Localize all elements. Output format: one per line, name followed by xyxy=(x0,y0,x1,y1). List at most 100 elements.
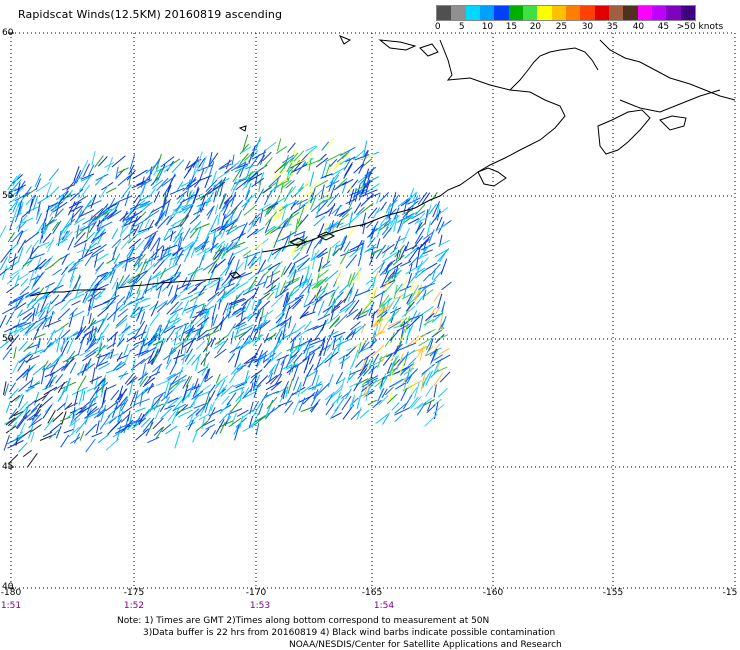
wind-barb xyxy=(423,273,431,282)
wind-barb xyxy=(120,184,132,199)
wind-barb xyxy=(301,277,308,289)
wind-barb xyxy=(207,205,215,220)
wind-barb xyxy=(433,372,444,387)
wind-barb xyxy=(309,171,315,187)
wind-barb xyxy=(289,342,295,361)
wind-barb xyxy=(243,206,256,216)
wind-barb xyxy=(258,179,262,192)
wind-barb xyxy=(383,280,396,294)
wind-barb xyxy=(339,300,355,312)
wind-barb xyxy=(34,392,40,406)
wind-barb xyxy=(276,174,282,188)
wind-barb xyxy=(231,178,240,196)
wind-barb xyxy=(256,154,266,166)
wind-barb xyxy=(189,214,201,225)
wind-barb xyxy=(328,291,336,307)
wind-barb xyxy=(364,179,371,196)
wind-barb xyxy=(197,323,203,339)
wind-barb xyxy=(98,362,110,370)
wind-barb xyxy=(280,302,288,319)
wind-barb xyxy=(157,216,170,229)
wind-barb xyxy=(266,396,278,410)
wind-barb xyxy=(399,360,406,375)
wind-barb xyxy=(214,247,225,254)
wind-barb xyxy=(180,352,192,361)
wind-barb xyxy=(361,377,372,386)
wind-barb xyxy=(18,379,33,392)
wind-barb xyxy=(236,409,249,417)
wind-barb xyxy=(296,183,305,195)
wind-barb xyxy=(160,277,174,284)
wind-barb xyxy=(140,346,157,357)
wind-barb xyxy=(367,379,377,391)
wind-barb xyxy=(437,239,450,247)
wind-barb xyxy=(250,418,259,427)
wind-barb xyxy=(225,159,231,170)
wind-barb xyxy=(225,225,238,233)
wind-barb xyxy=(117,338,125,347)
wind-barb xyxy=(403,384,414,392)
wind-barb xyxy=(34,257,42,275)
wind-barb xyxy=(310,390,320,407)
wind-barb xyxy=(284,401,294,414)
wind-barb xyxy=(105,297,117,310)
wind-barb xyxy=(247,312,256,322)
wind-barb xyxy=(96,420,100,434)
wind-barb xyxy=(389,390,393,402)
wind-barb xyxy=(138,413,145,426)
wind-barb xyxy=(408,263,413,275)
wind-barb xyxy=(96,332,103,345)
wind-barb xyxy=(327,314,340,324)
wind-barb xyxy=(248,276,258,291)
wind-barb xyxy=(84,254,94,267)
wind-barb xyxy=(76,229,85,238)
wind-barb xyxy=(353,377,363,392)
wind-barb xyxy=(343,241,351,252)
wind-barb xyxy=(73,217,86,226)
wind-barb xyxy=(40,218,46,234)
wind-barb xyxy=(14,205,22,223)
wind-barb xyxy=(129,391,137,407)
wind-barb xyxy=(156,302,168,313)
wind-barb xyxy=(234,178,247,185)
lat-label-60: 60 xyxy=(2,28,14,38)
wind-barb xyxy=(9,179,22,194)
wind-barb xyxy=(284,392,294,406)
wind-barb xyxy=(346,226,356,239)
wind-barb xyxy=(185,375,193,388)
wind-barb xyxy=(5,328,13,344)
wind-barb xyxy=(392,254,405,266)
wind-barb xyxy=(289,288,300,297)
wind-barb xyxy=(18,229,28,236)
wind-barb xyxy=(13,275,20,288)
wind-barb xyxy=(410,310,418,323)
wind-barb xyxy=(425,312,435,322)
wind-barb xyxy=(102,208,113,214)
wind-barb xyxy=(204,375,213,383)
wind-barb xyxy=(244,254,249,270)
wind-barb xyxy=(387,321,402,330)
wind-barb xyxy=(359,363,368,376)
wind-barb xyxy=(424,315,433,327)
wind-barb xyxy=(249,401,254,415)
wind-barb xyxy=(326,247,332,265)
wind-barb xyxy=(178,204,193,214)
wind-barb xyxy=(221,395,230,405)
wind-barb xyxy=(30,403,41,413)
wind-barb xyxy=(49,186,60,197)
wind-barb xyxy=(91,367,96,385)
wind-barb xyxy=(92,211,108,220)
wind-barb xyxy=(218,163,232,170)
wind-barb xyxy=(305,364,314,378)
wind-barb xyxy=(205,424,216,430)
wind-barb xyxy=(394,283,403,295)
wind-barb xyxy=(210,401,215,412)
wind-barb xyxy=(13,346,17,360)
wind-barb xyxy=(86,361,91,372)
wind-barb xyxy=(214,278,221,294)
wind-barb xyxy=(1,265,8,280)
wind-barb xyxy=(175,322,190,330)
wind-barb xyxy=(94,375,99,388)
wind-barb xyxy=(234,365,242,375)
wind-barb xyxy=(15,416,26,429)
